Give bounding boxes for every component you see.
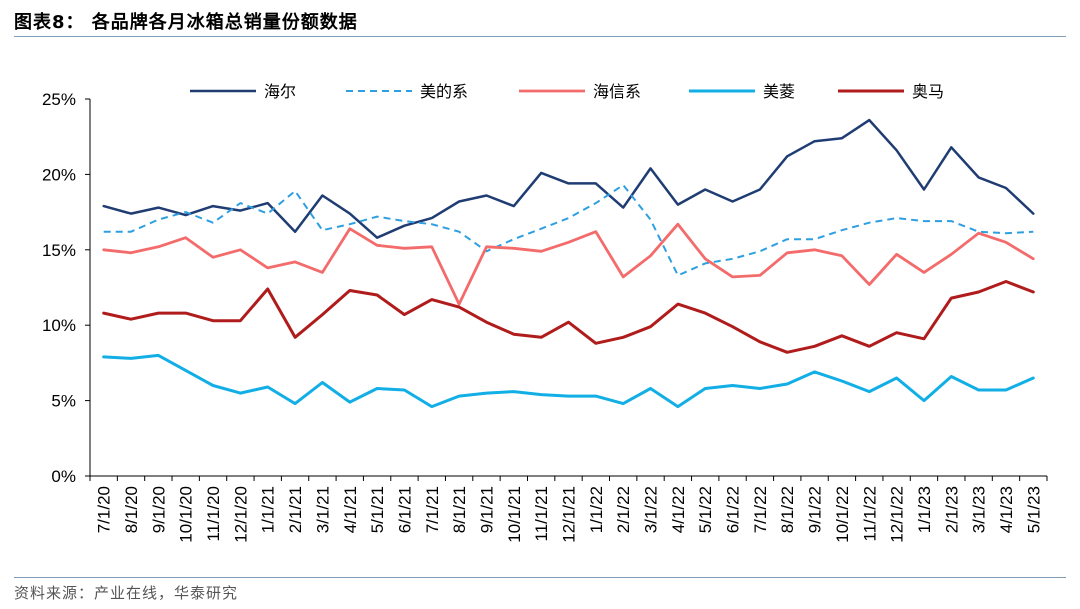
- x-tick-label: 10/1/20: [177, 486, 196, 543]
- y-tick-label: 5%: [51, 392, 76, 411]
- x-tick-label: 5/1/22: [696, 486, 715, 533]
- x-tick-label: 4/1/23: [997, 486, 1016, 533]
- legend-label-4: 奥马: [912, 82, 944, 101]
- x-tick-label: 7/1/20: [95, 486, 114, 533]
- x-tick-label: 4/1/22: [669, 486, 688, 533]
- x-tick-label: 5/1/23: [1024, 486, 1043, 533]
- x-tick-label: 9/1/21: [477, 486, 496, 533]
- x-tick-label: 11/1/20: [204, 486, 223, 541]
- series-line-1: [103, 184, 1034, 277]
- chart-legend: 海尔 美的系 海信系 美菱 奥马: [190, 82, 944, 101]
- chart-series-lines: [102, 118, 1035, 409]
- x-tick-label: 7/1/21: [423, 486, 442, 533]
- x-tick-label: 1/1/23: [915, 486, 934, 533]
- x-tick-label: 7/1/22: [751, 486, 770, 533]
- x-tick-label: 12/1/22: [888, 486, 907, 543]
- x-tick-label: 5/1/21: [368, 486, 387, 533]
- legend-label-3: 美菱: [763, 82, 795, 101]
- x-tick-label: 11/1/21: [532, 486, 551, 541]
- y-tick-label: 10%: [42, 316, 76, 335]
- x-tick-label: 4/1/21: [341, 486, 360, 533]
- x-tick-label: 1/1/22: [587, 486, 606, 533]
- x-tick-label: 9/1/20: [149, 486, 168, 533]
- series-line-0: [102, 118, 1035, 239]
- x-tick-label: 10/1/21: [505, 486, 524, 543]
- x-tick-label: 3/1/23: [970, 486, 989, 533]
- title-divider: [14, 36, 1066, 37]
- x-tick-label: 2/1/22: [614, 486, 633, 533]
- series-line-2: [102, 222, 1035, 306]
- y-axis-tick-labels: 0% 5% 10% 15% 20% 25%: [42, 90, 76, 486]
- legend-label-1: 美的系: [420, 82, 468, 101]
- x-tick-label: 2/1/23: [942, 486, 961, 533]
- legend-label-2: 海信系: [593, 82, 641, 101]
- chart-axes: [85, 98, 1048, 481]
- x-axis-tick-labels: 7/1/20 8/1/20 9/1/20 10/1/20 11/1/20 12/1/20 1…: [95, 486, 1044, 543]
- y-tick-label: 20%: [42, 165, 76, 184]
- y-tick-label: 0%: [51, 467, 76, 486]
- x-tick-label: 6/1/21: [395, 486, 414, 533]
- x-tick-label: 8/1/22: [778, 486, 797, 533]
- series-line-4: [102, 280, 1035, 354]
- x-tick-label: 11/1/22: [860, 486, 879, 541]
- y-tick-label: 15%: [42, 241, 76, 260]
- x-tick-label: 9/1/22: [806, 486, 825, 533]
- figure-title: 图表8： 各品牌各月冰箱总销量份额数据: [14, 12, 358, 33]
- x-tick-label: 2/1/21: [286, 486, 305, 533]
- x-tick-label: 1/1/21: [259, 486, 278, 533]
- legend-label-0: 海尔: [264, 82, 296, 101]
- x-tick-label: 3/1/22: [642, 486, 661, 533]
- x-tick-label: 8/1/21: [450, 486, 469, 533]
- x-tick-label: 12/1/20: [231, 486, 250, 543]
- source-divider: [14, 577, 1066, 578]
- source-note: 资料来源：产业在线，华泰研究: [14, 584, 239, 602]
- x-tick-label: 12/1/21: [560, 486, 579, 543]
- x-tick-label: 6/1/22: [724, 486, 743, 533]
- x-tick-label: 3/1/21: [313, 486, 332, 533]
- series-line-3: [102, 353, 1035, 409]
- x-tick-label: 8/1/20: [122, 486, 141, 533]
- y-tick-label: 25%: [42, 90, 76, 109]
- x-tick-label: 10/1/22: [833, 486, 852, 543]
